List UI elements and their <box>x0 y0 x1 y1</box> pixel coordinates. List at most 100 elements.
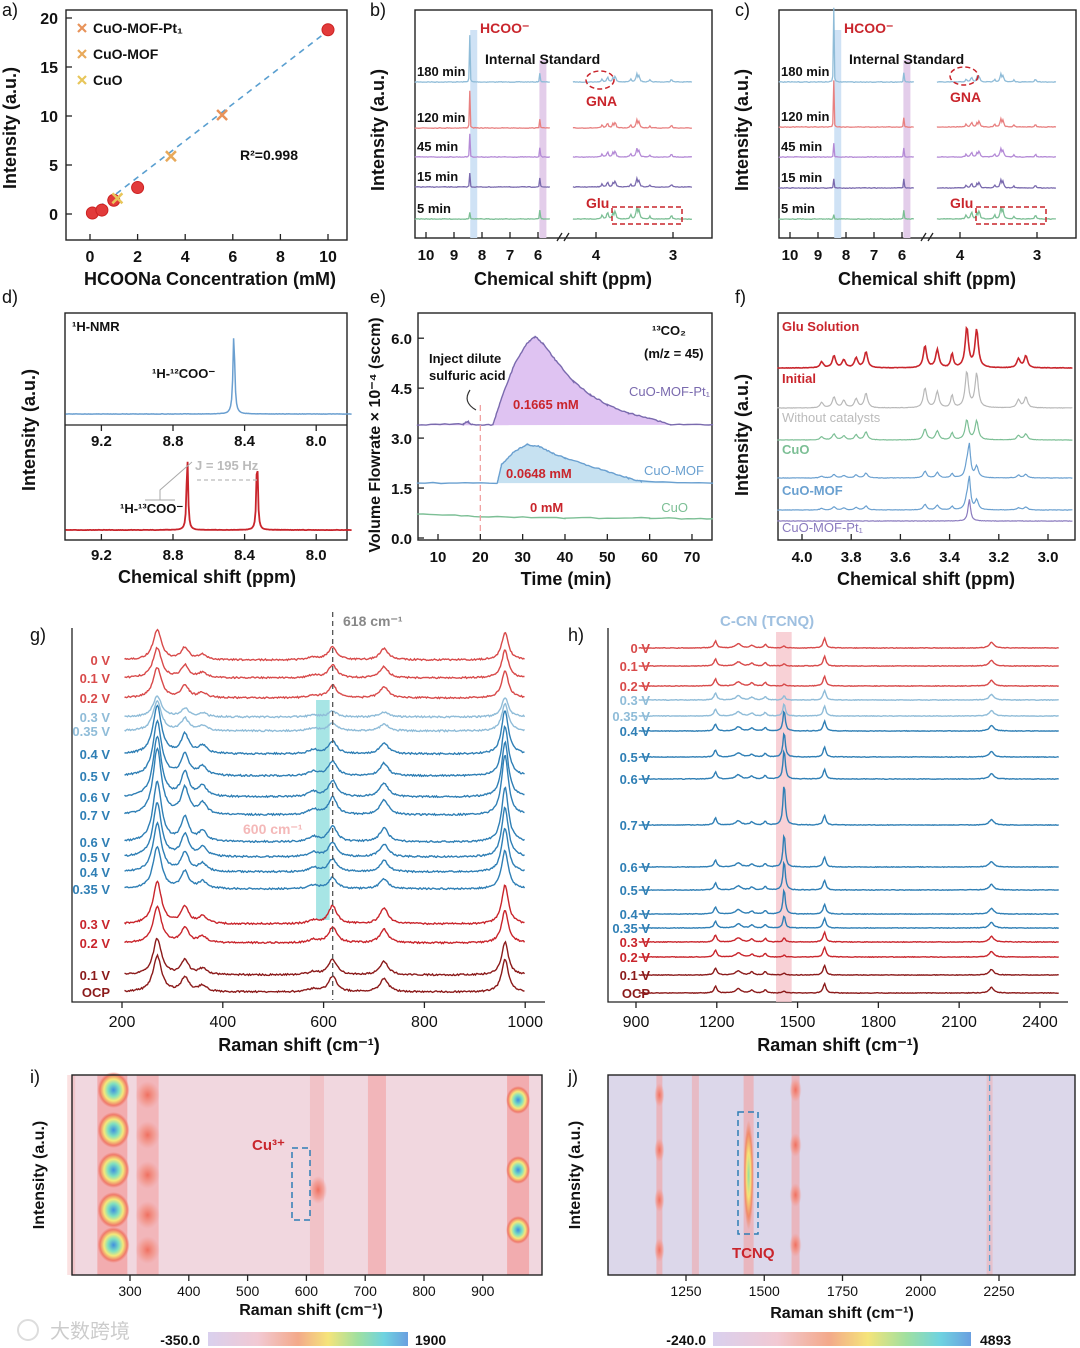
x-tick-label: 500 <box>236 1283 260 1299</box>
annotation-618: 618 cm⁻¹ <box>343 613 403 629</box>
nmr-trace <box>572 175 693 188</box>
tcnq-annotation: C-CN (TCNQ) <box>720 613 814 630</box>
panel-label: e) <box>370 287 386 307</box>
legend-marker-icon <box>77 49 87 59</box>
nmr-trace <box>777 442 1073 479</box>
x-tick-label: 400 <box>177 1283 201 1299</box>
heatmap-hotspot <box>135 1236 160 1264</box>
nmr-trace <box>778 210 914 221</box>
trace-label: OCP <box>82 985 111 1000</box>
nmr-trace <box>414 173 551 189</box>
raman-trace <box>638 674 1060 688</box>
y-axis-label: Intensity (a.u.) <box>567 1121 584 1229</box>
raman-trace <box>124 821 526 874</box>
x-tick-label: 6 <box>898 247 906 264</box>
x-tick-label: 700 <box>354 1283 378 1299</box>
raman-trace <box>638 860 1059 892</box>
tcnq-band <box>776 632 792 1002</box>
raman-trace <box>638 915 1059 930</box>
raman-trace <box>638 833 1059 869</box>
x-tick-label: 9 <box>814 247 822 264</box>
nmr-trace <box>777 475 1073 511</box>
hcoo-annotation: HCOO⁻ <box>844 20 893 36</box>
x-tick-label: 30 <box>514 549 531 566</box>
trace-label: 0.2 V <box>80 691 111 706</box>
raman-trace <box>124 699 526 733</box>
inject-arrow-icon <box>466 389 477 411</box>
panel-label: b) <box>370 0 386 20</box>
x-tick-label: 3.2 <box>988 549 1009 566</box>
x-axis-label: Chemical shift (ppm) <box>838 269 1016 289</box>
trace-label: OCP <box>622 986 651 1001</box>
heatmap-background <box>608 1075 1075 1275</box>
trace-label: 0.6 V <box>620 772 651 787</box>
nmr-trace <box>414 210 550 221</box>
trace-label: 45 min <box>781 139 822 154</box>
cu3-annotation: Cu³⁺ <box>252 1137 285 1154</box>
raman-trace <box>124 802 525 859</box>
nmr-trace <box>936 116 1057 128</box>
heatmap-hotspot <box>309 1176 328 1204</box>
trace-label: 0.1 V <box>80 968 111 983</box>
x-tick-label: 800 <box>411 1014 438 1031</box>
trace-label: 0 V <box>630 641 650 656</box>
trace-label: 0.5 V <box>80 769 111 784</box>
gna-highlight <box>949 66 979 86</box>
raman-trace <box>638 963 1059 977</box>
trace-label: Glu Solution <box>782 319 859 334</box>
trace-label: 0.35 V <box>72 882 110 897</box>
trace-label: 0.5 V <box>620 883 651 898</box>
nmr-trace <box>778 143 915 159</box>
legend-label: CuO <box>93 72 123 88</box>
plot-frame <box>777 312 1076 541</box>
trace-label: 0.35 V <box>612 709 650 724</box>
axis-frame <box>607 628 1068 1003</box>
nmr-trace <box>777 418 1073 441</box>
colorbar-max: 4893 <box>980 1332 1011 1348</box>
heatmap-hotspot <box>135 1081 160 1109</box>
nmr-trace <box>777 325 1073 369</box>
series-label: CuO <box>661 500 688 515</box>
trace-label: 0.1 V <box>80 671 111 686</box>
x-tick-label: 2400 <box>1022 1014 1058 1031</box>
x-tick-label: 4 <box>181 249 190 266</box>
standard-point <box>95 203 109 217</box>
x-axis-label: Raman shift (cm⁻¹) <box>218 1035 380 1055</box>
internal-standard-annotation: Internal Standard <box>849 51 964 67</box>
nmr-trace <box>777 370 1073 409</box>
amount-label: 0 mM <box>530 500 563 515</box>
nmr-trace <box>936 71 1057 83</box>
trace-label: Without catalysts <box>782 410 881 425</box>
y-axis-label: Intensity (a.u.) <box>368 69 388 191</box>
trace-label: 0.3 V <box>620 693 651 708</box>
y-tick-label: 6.0 <box>391 331 412 348</box>
series-label: CuO-MOF-Pt₁ <box>629 384 711 399</box>
nmr-trace <box>572 71 693 84</box>
heatmap-column <box>367 1075 386 1275</box>
glu-highlight <box>975 206 1047 225</box>
heatmap-hotspot <box>135 1161 160 1189</box>
nmr-trace <box>572 117 692 129</box>
nmr-trace <box>777 499 1073 522</box>
x-tick-label: 60 <box>641 549 658 566</box>
trace-label: 15 min <box>781 170 822 185</box>
raman-trace <box>638 930 1059 944</box>
heatmap-hotspot <box>789 1183 802 1207</box>
axis-break-icon <box>920 232 934 242</box>
sample-point <box>216 109 228 121</box>
x-tick-label: 8 <box>842 247 850 264</box>
panel-label: i) <box>30 1067 40 1087</box>
y-tick-label: 15 <box>40 60 58 77</box>
raman-trace <box>124 953 525 994</box>
amount-label: 0.1665 mM <box>513 397 579 412</box>
x-tick-label: 800 <box>412 1283 436 1299</box>
nmr-title: ¹H-NMR <box>72 319 120 334</box>
panel-label: j) <box>567 1067 578 1087</box>
nmr-trace <box>936 206 1056 220</box>
x-tick-label: 1500 <box>780 1014 816 1031</box>
trace-label: 15 min <box>417 169 458 184</box>
x-tick-label: 1200 <box>699 1014 735 1031</box>
raman-trace <box>638 888 1059 916</box>
x-tick-label: 10 <box>319 249 337 266</box>
